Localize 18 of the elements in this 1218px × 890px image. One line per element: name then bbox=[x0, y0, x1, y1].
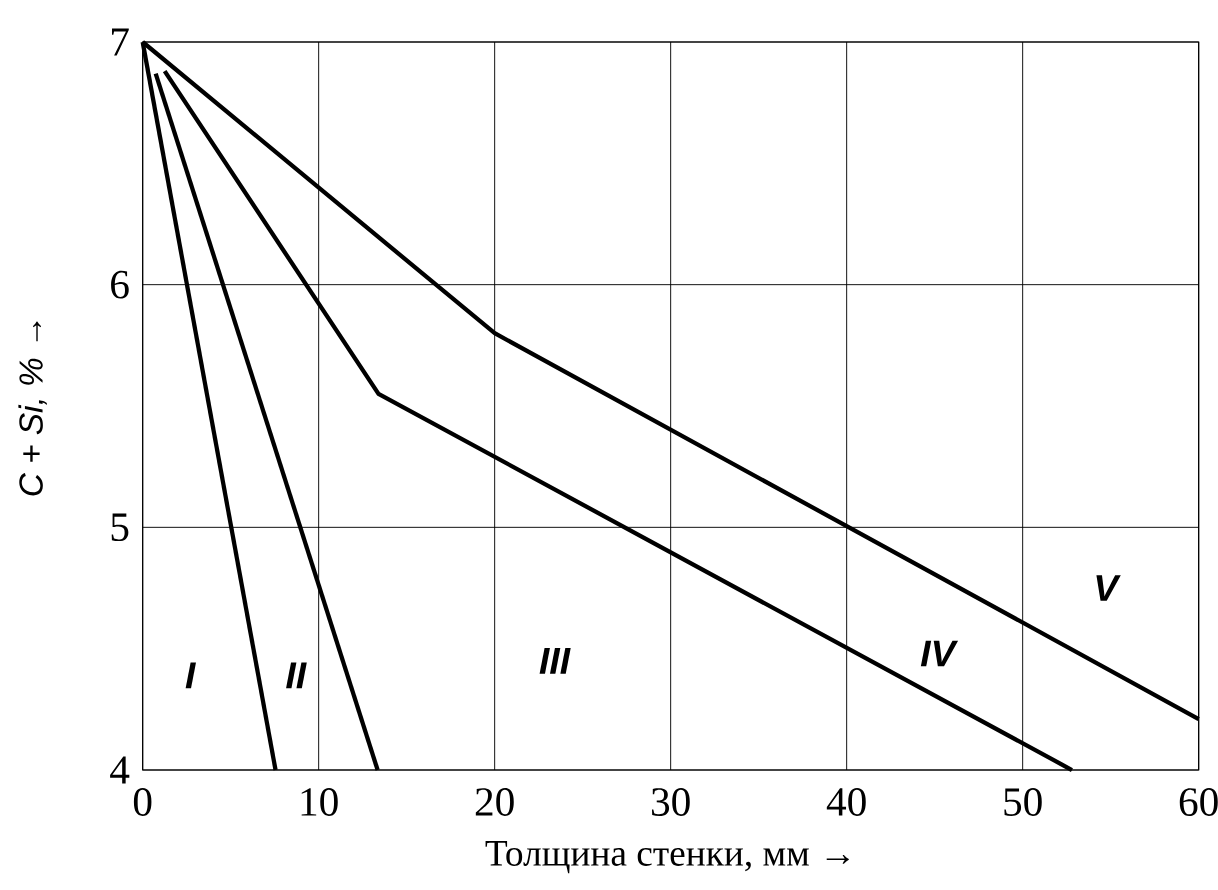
x-tick-label: 40 bbox=[826, 788, 866, 816]
annotation: IV bbox=[920, 640, 959, 667]
y-tick-label: 4 bbox=[110, 756, 130, 784]
y-tick-label: 7 bbox=[112, 28, 129, 56]
y-axis-title: C + Si, % → bbox=[18, 321, 47, 496]
x-axis-title: Толщина стенки, мм → bbox=[485, 841, 849, 874]
x-tick-label: 30 bbox=[651, 788, 690, 816]
annotation: III bbox=[539, 647, 571, 674]
y-tick-label: 6 bbox=[111, 270, 129, 299]
x-tick-label: 60 bbox=[1179, 788, 1218, 816]
annotation: V bbox=[1096, 575, 1121, 601]
annotation: II bbox=[286, 662, 307, 689]
y-tick-label: 5 bbox=[111, 513, 129, 542]
annotation: I bbox=[185, 662, 196, 689]
x-tick-label: 20 bbox=[475, 788, 514, 816]
x-tick-label: 50 bbox=[1004, 788, 1042, 816]
x-tick-label: 10 bbox=[301, 788, 338, 816]
x-tick-label: 0 bbox=[133, 788, 152, 816]
